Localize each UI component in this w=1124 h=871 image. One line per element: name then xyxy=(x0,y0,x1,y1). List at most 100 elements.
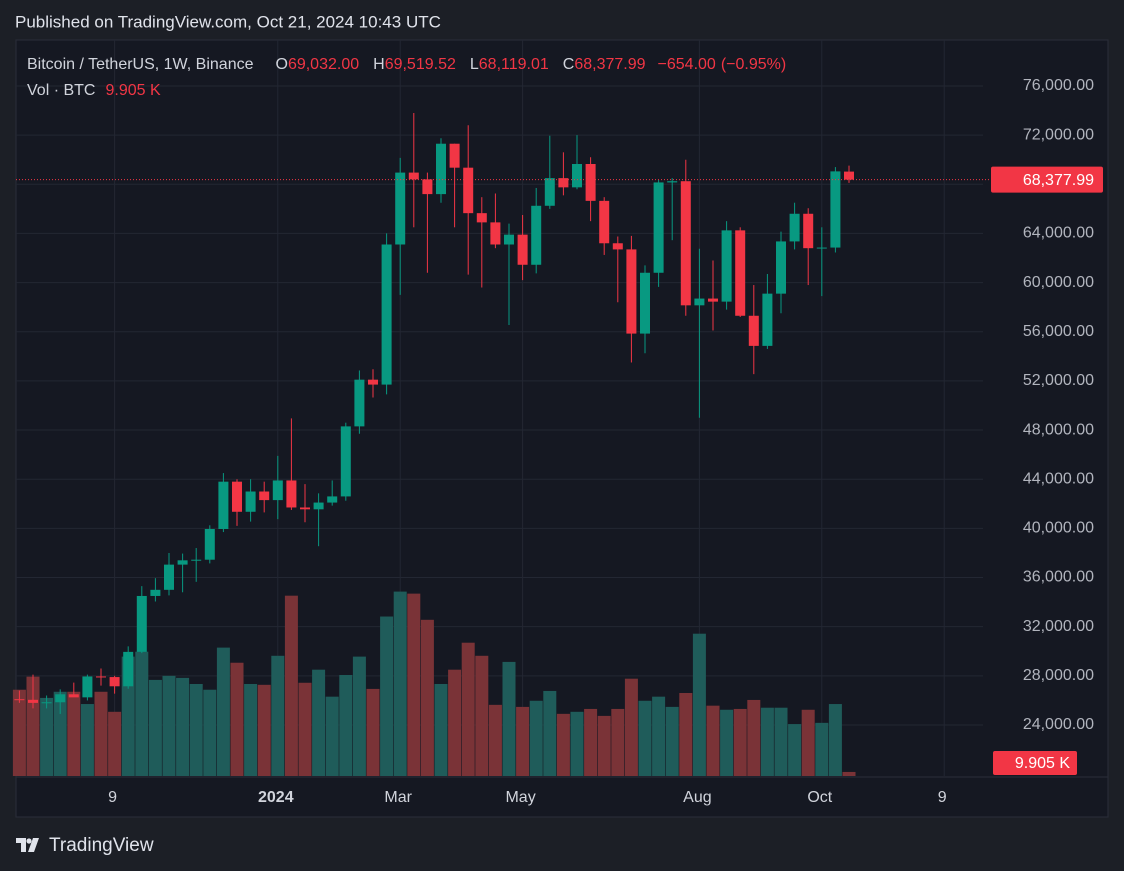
ohlc-value: 68,119.01 xyxy=(479,56,549,73)
change-percent: (−0.95%) xyxy=(721,56,786,73)
volume-bar xyxy=(788,724,802,776)
candle-body xyxy=(735,230,746,316)
candle-body xyxy=(327,496,338,503)
x-tick-label: Oct xyxy=(807,789,832,806)
x-tick-label: 9 xyxy=(938,789,947,806)
volume-bar xyxy=(135,651,149,776)
x-tick-label: Mar xyxy=(384,789,412,806)
candle-body xyxy=(844,171,854,180)
volume-bar xyxy=(312,669,326,776)
candle-body xyxy=(830,171,841,248)
x-tick-label: Aug xyxy=(683,789,711,806)
volume-bar xyxy=(488,704,502,776)
candle-body xyxy=(667,181,678,183)
candle-body xyxy=(272,480,283,501)
logo-mark xyxy=(16,838,39,852)
y-tick-label: 40,000.00 xyxy=(1023,520,1094,537)
volume-bar xyxy=(461,642,475,776)
grid xyxy=(16,40,983,776)
candle-body xyxy=(68,694,79,698)
volume-bar xyxy=(584,708,598,776)
volume-bar xyxy=(325,696,339,776)
volume-bar xyxy=(706,705,720,776)
candle-body xyxy=(762,293,773,346)
candle-body xyxy=(721,230,732,302)
candle-body xyxy=(381,244,392,385)
volume-bar xyxy=(244,684,258,776)
volume-tag xyxy=(993,751,1077,775)
ohlc-value: 68,377.99 xyxy=(574,56,645,73)
volume-bar xyxy=(638,700,652,776)
candle-body xyxy=(544,178,555,206)
volume-bar xyxy=(516,706,530,776)
candle-body xyxy=(286,480,297,508)
ohlc-prefix: L xyxy=(470,56,479,73)
candle-body xyxy=(395,172,406,245)
x-tick-label: 9 xyxy=(108,789,117,806)
candle-body xyxy=(55,694,66,703)
volume-bar xyxy=(257,684,271,776)
y-tick-label: 36,000.00 xyxy=(1023,569,1094,586)
volume-bar xyxy=(352,656,366,776)
volume-bar xyxy=(692,633,706,776)
volume-bar xyxy=(543,690,557,776)
candle-body xyxy=(259,491,270,501)
y-tick-label: 72,000.00 xyxy=(1023,126,1094,143)
candle-body xyxy=(585,163,596,201)
y-tick-label: 52,000.00 xyxy=(1023,372,1094,389)
candle-body xyxy=(368,379,378,385)
candle-body xyxy=(218,481,229,529)
candle-body xyxy=(463,167,474,214)
candle-body xyxy=(177,560,188,565)
ohlc-value: 69,519.52 xyxy=(385,56,456,73)
candle-body xyxy=(694,298,705,306)
ohlc-prefix: C xyxy=(563,56,575,73)
overlay-layer: 24,000.00 28,000.00 32,000.00 36,000.00 40,0… xyxy=(16,77,1103,806)
candle-body xyxy=(28,699,38,703)
candle-body xyxy=(640,272,650,334)
candle-body xyxy=(136,595,147,652)
volume-bar xyxy=(94,691,108,776)
volume-bar xyxy=(828,704,842,776)
ohlc-value: 69,032.00 xyxy=(288,56,359,73)
volume-bar xyxy=(271,655,285,776)
candle-body xyxy=(232,481,242,512)
volume-bar xyxy=(53,691,67,776)
volume-bar xyxy=(801,709,815,776)
last-price-tag xyxy=(991,166,1103,193)
candle-body xyxy=(340,426,351,497)
candle-body xyxy=(653,182,664,273)
y-tick-label: 24,000.00 xyxy=(1023,716,1094,733)
volume-bar xyxy=(380,616,394,776)
candle-body xyxy=(599,200,610,244)
volume-bar xyxy=(556,713,570,776)
candle-body xyxy=(408,172,419,180)
volume-bar xyxy=(40,697,54,776)
symbol-title: Bitcoin / TetherUS, 1W, Binance O69,032.0… xyxy=(27,56,786,73)
candle-body xyxy=(14,699,25,701)
volume-bar xyxy=(529,700,543,776)
candle-body xyxy=(354,379,365,427)
candle-body xyxy=(123,651,134,687)
volume-bar xyxy=(366,688,380,776)
candle-body xyxy=(748,315,759,346)
volume-bar xyxy=(502,661,516,776)
volume-bar xyxy=(760,707,774,776)
volume-bar xyxy=(774,707,788,776)
volume-bar xyxy=(407,593,421,776)
volume-bar xyxy=(420,619,434,776)
ohlc-prefix: O xyxy=(275,56,287,73)
volume-bar xyxy=(216,647,230,776)
candle-body xyxy=(164,564,174,590)
volume-bar xyxy=(434,684,448,776)
volume-bar xyxy=(570,711,584,776)
volume-bar xyxy=(665,706,679,776)
volume-bar xyxy=(189,684,203,776)
candle-body xyxy=(150,589,161,596)
candle-body xyxy=(531,205,542,265)
volume-legend: Vol · BTC 9.905 K xyxy=(27,82,161,99)
candle-body xyxy=(504,234,514,245)
volume-bar xyxy=(815,722,829,776)
y-tick-label: 56,000.00 xyxy=(1023,323,1094,340)
volume-bar xyxy=(393,591,407,776)
